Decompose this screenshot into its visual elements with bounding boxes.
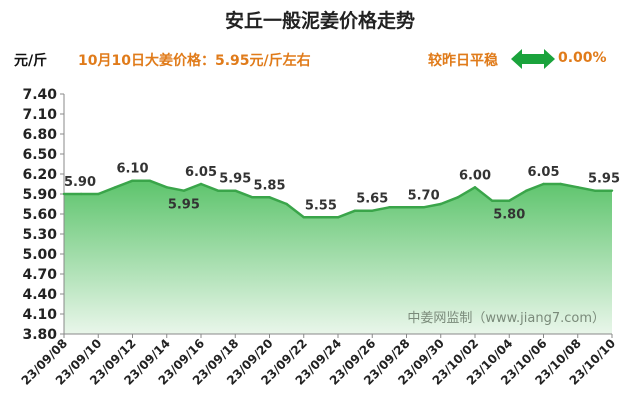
data-point bbox=[319, 216, 323, 219]
data-point bbox=[97, 192, 100, 196]
data-point bbox=[405, 206, 408, 209]
chart-title: 安丘一般泥姜价格走势 bbox=[224, 10, 415, 32]
data-point bbox=[422, 206, 425, 209]
data-points bbox=[62, 179, 614, 219]
price-headline: 10月10日大姜价格：5.95元/斤左右 bbox=[78, 53, 311, 69]
area-fill bbox=[64, 180, 612, 334]
data-point bbox=[353, 209, 357, 212]
data-point bbox=[148, 179, 151, 182]
data-point bbox=[251, 196, 254, 199]
data-point bbox=[131, 179, 134, 182]
y-axis-ticks: 7.40 7.10 6.80 6.50 6.20 5.90 5.60 5.30 5.00 4.70… bbox=[22, 87, 64, 343]
data-point bbox=[79, 192, 83, 196]
y-tick-label: 5.00 bbox=[22, 247, 57, 263]
data-label: 6.05 bbox=[185, 165, 217, 180]
data-point bbox=[439, 202, 442, 206]
data-point bbox=[559, 182, 562, 186]
data-point bbox=[199, 182, 203, 186]
y-tick-label: 5.30 bbox=[22, 227, 57, 243]
data-label: 5.85 bbox=[253, 178, 285, 193]
data-point bbox=[525, 189, 528, 192]
data-point bbox=[576, 186, 579, 189]
data-point bbox=[542, 182, 545, 186]
data-label: 5.95 bbox=[219, 172, 251, 187]
double-arrow-icon bbox=[511, 49, 555, 69]
y-tick-label: 6.20 bbox=[22, 167, 57, 183]
data-point bbox=[456, 196, 460, 199]
trend-label: 较昨日平稳 bbox=[428, 53, 498, 69]
data-label: 5.80 bbox=[493, 208, 525, 223]
data-point bbox=[285, 202, 288, 206]
data-point bbox=[216, 189, 220, 192]
data-point bbox=[610, 189, 614, 192]
data-label: 6.05 bbox=[527, 165, 559, 180]
data-label: 5.55 bbox=[305, 198, 337, 213]
data-point bbox=[593, 189, 597, 192]
data-label: 6.00 bbox=[459, 168, 491, 183]
y-tick-label: 4.70 bbox=[22, 267, 57, 283]
y-tick-label: 3.80 bbox=[22, 327, 57, 343]
x-axis-ticks: 23/09/0823/09/1023/09/1223/09/1423/09/16… bbox=[19, 334, 618, 388]
data-label: 6.10 bbox=[116, 162, 148, 177]
y-tick-label: 6.50 bbox=[22, 147, 57, 163]
trend-change: 0.00% bbox=[558, 50, 607, 66]
y-tick-label: 7.40 bbox=[22, 87, 57, 103]
data-point bbox=[114, 186, 117, 189]
data-point bbox=[388, 206, 391, 209]
data-point bbox=[62, 192, 66, 196]
y-tick-label: 5.60 bbox=[22, 207, 57, 223]
data-point bbox=[490, 199, 494, 202]
y-tick-label: 4.10 bbox=[22, 307, 57, 323]
y-tick-label: 6.80 bbox=[22, 127, 57, 143]
unit-label: 元/斤 bbox=[14, 53, 48, 69]
data-point bbox=[336, 216, 340, 219]
y-tick-label: 5.90 bbox=[22, 187, 57, 203]
data-point bbox=[165, 186, 168, 189]
data-point bbox=[268, 196, 271, 199]
data-point bbox=[302, 216, 305, 219]
data-point bbox=[508, 199, 511, 202]
data-label: 5.90 bbox=[64, 175, 96, 190]
data-point bbox=[371, 209, 374, 212]
data-label: 5.65 bbox=[356, 192, 388, 207]
y-tick-label: 7.10 bbox=[22, 107, 57, 123]
data-point bbox=[182, 189, 186, 192]
data-labels: 5.906.105.956.05 5.95 5.855.55 5.65 5.706.00… bbox=[64, 162, 620, 223]
data-point bbox=[473, 186, 477, 189]
data-label: 5.95 bbox=[168, 198, 200, 213]
y-tick-label: 4.40 bbox=[22, 287, 57, 303]
data-label: 5.70 bbox=[408, 188, 440, 203]
watermark: 中姜网监制（www.jiang7.com） bbox=[407, 311, 605, 326]
data-label: 5.95 bbox=[588, 172, 620, 187]
data-point bbox=[234, 189, 237, 192]
